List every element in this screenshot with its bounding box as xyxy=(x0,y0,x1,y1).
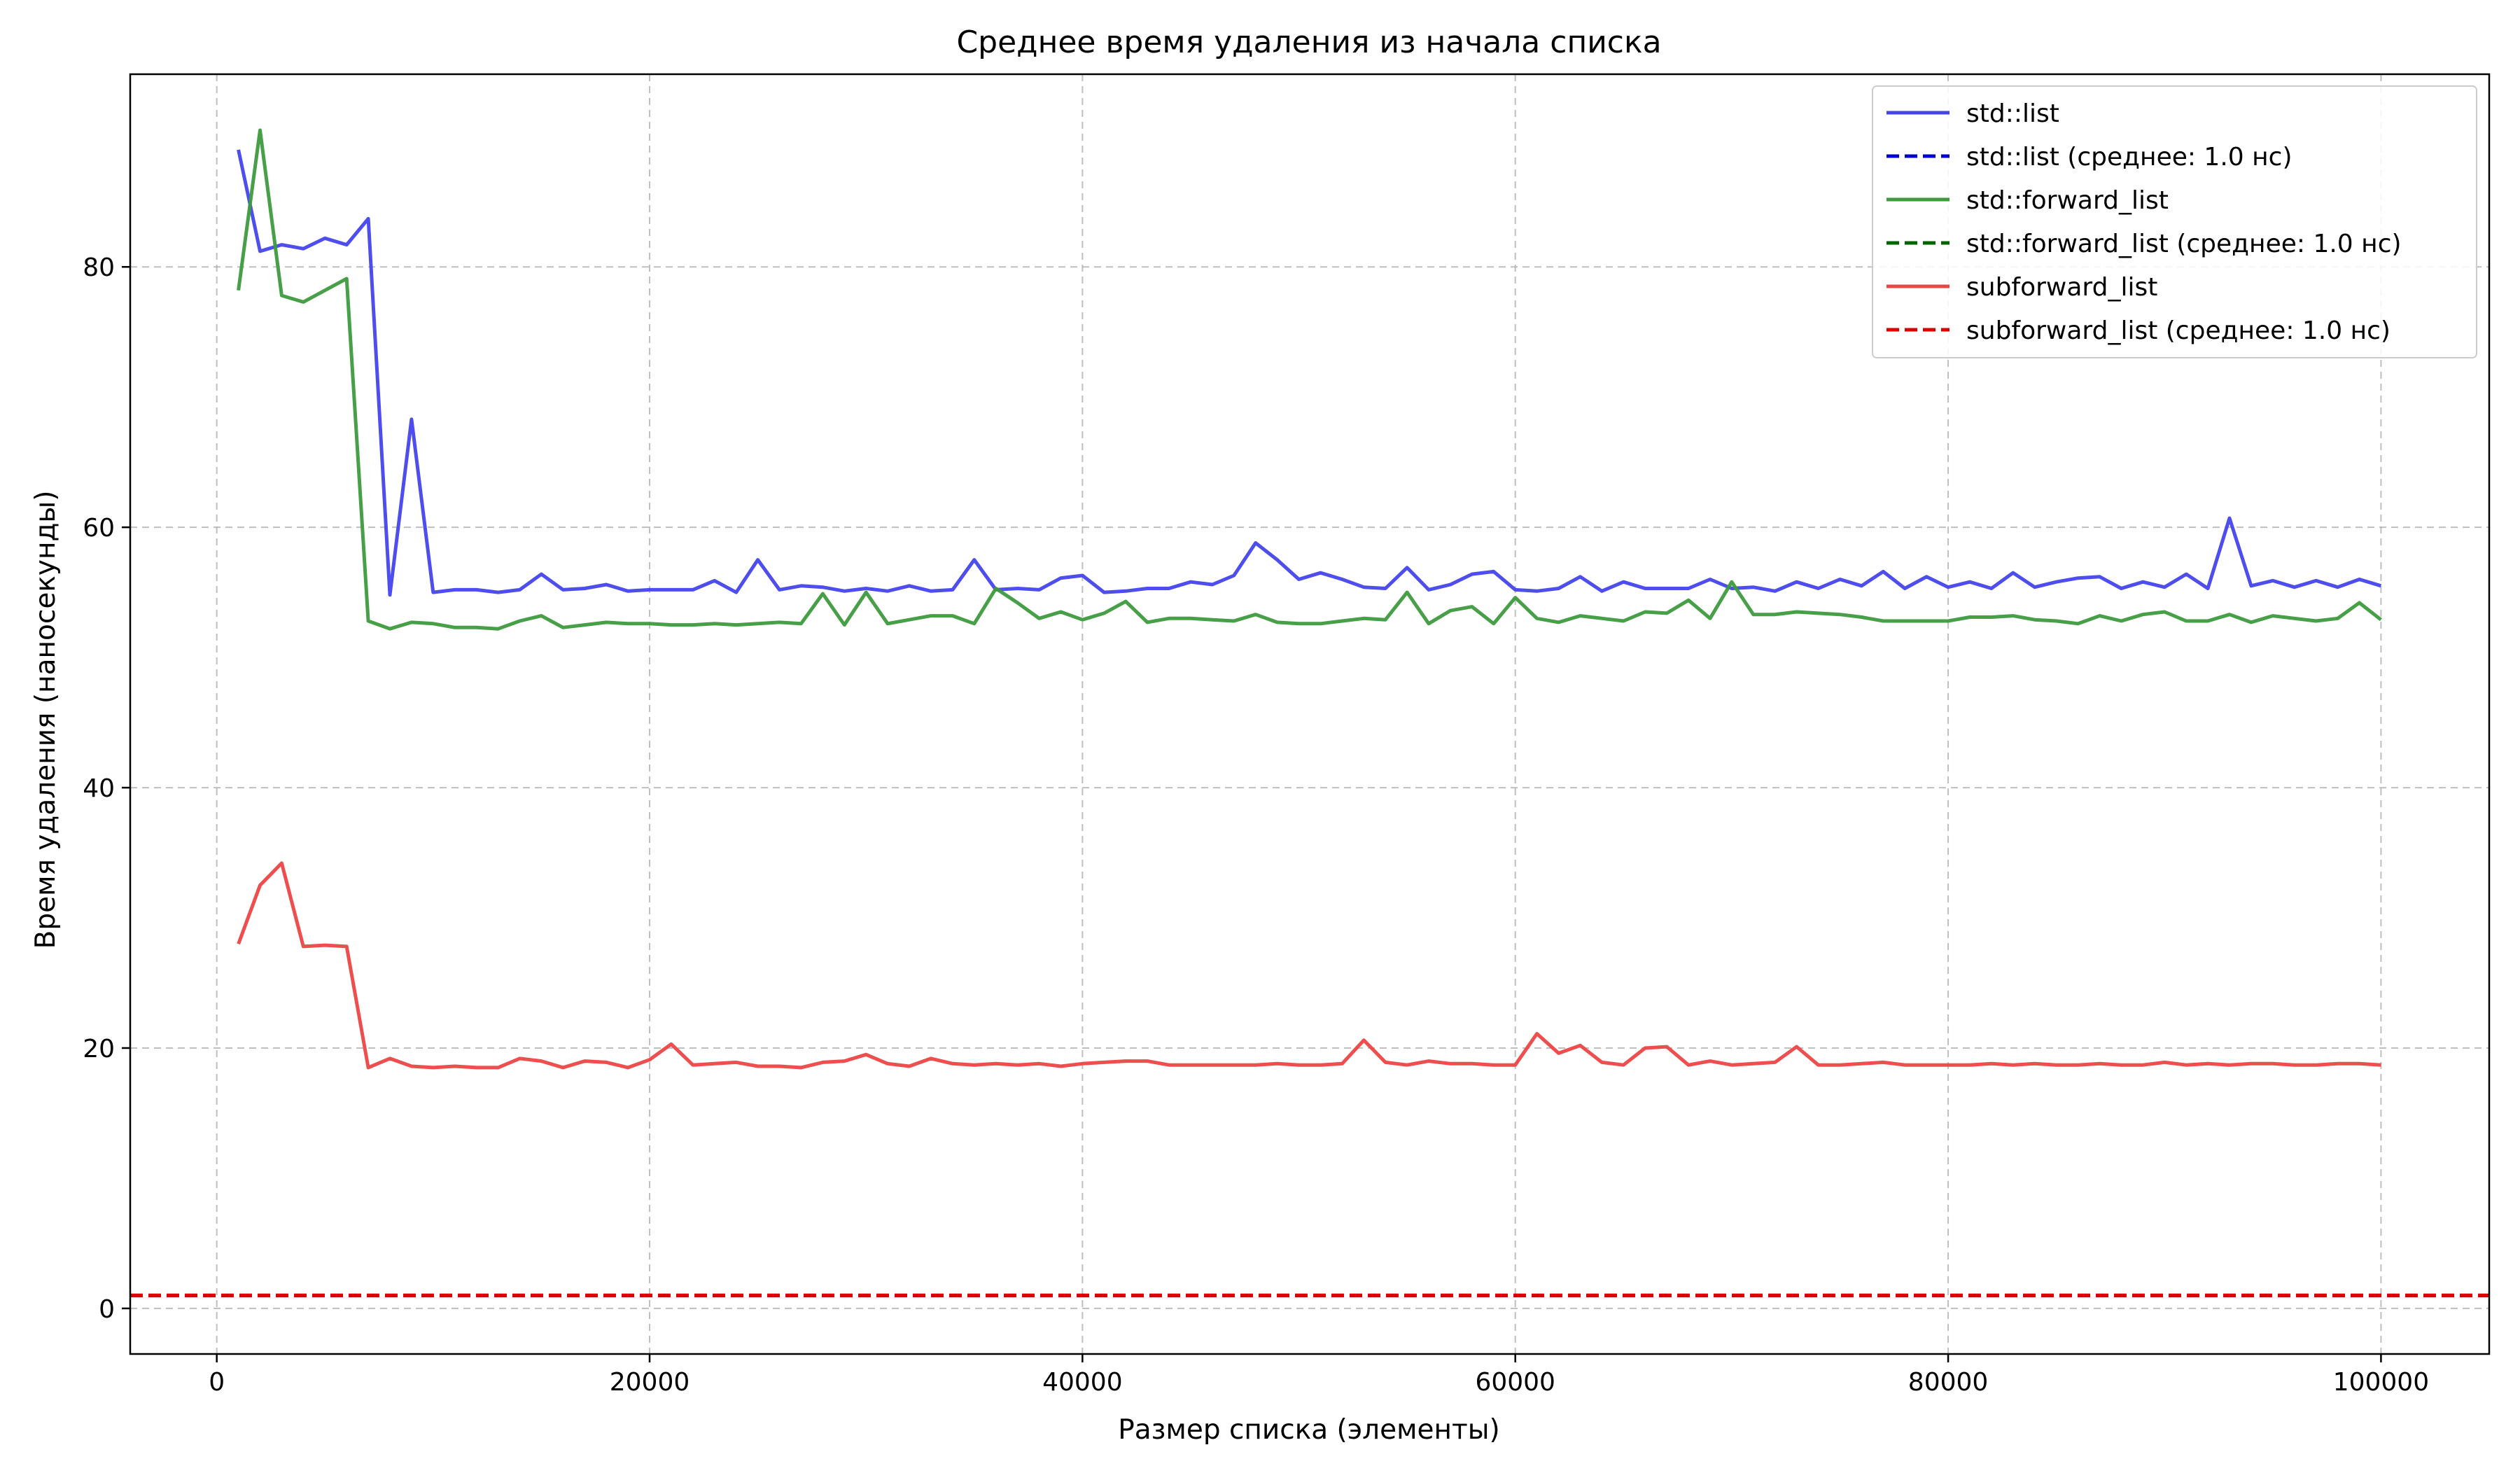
y-tick-label: 20 xyxy=(83,1035,115,1063)
chart-title: Среднее время удаления из начала списка xyxy=(956,25,1661,60)
x-tick-label: 20000 xyxy=(610,1368,690,1397)
series-line-2 xyxy=(237,128,2382,631)
legend-label-4: subforward_list xyxy=(1966,273,2157,302)
y-tick-label: 0 xyxy=(99,1295,115,1324)
y-tick-label: 60 xyxy=(83,514,115,543)
legend-label-0: std::list xyxy=(1966,99,2059,128)
legend-label-2: std::forward_list xyxy=(1966,186,2169,215)
y-tick-label: 40 xyxy=(83,774,115,803)
x-tick-label: 60000 xyxy=(1475,1368,1555,1397)
x-tick-label: 40000 xyxy=(1042,1368,1123,1397)
x-tick-label: 0 xyxy=(209,1368,225,1397)
legend-label-5: subforward_list (среднее: 1.0 нс) xyxy=(1966,316,2390,345)
legend-label-3: std::forward_list (среднее: 1.0 нс) xyxy=(1966,230,2402,258)
legend-box xyxy=(1872,85,2477,358)
y-axis-label: Время удаления (наносекунды) xyxy=(30,491,62,949)
series-line-4 xyxy=(237,861,2381,1070)
x-tick-label: 100000 xyxy=(2333,1368,2429,1397)
x-tick-label: 80000 xyxy=(1908,1368,1989,1397)
legend-label-1: std::list (среднее: 1.0 нс) xyxy=(1966,143,2292,172)
y-tick-label: 80 xyxy=(83,253,115,282)
series-line-0 xyxy=(237,149,2382,597)
plot-layer: 0 20000 40000 60000 80000 100000 0 20 40 60 80 std:… xyxy=(83,73,2491,1397)
axes-frame xyxy=(129,73,2491,1355)
x-axis-label: Размер списка (элементы) xyxy=(1118,1414,1500,1446)
series-group xyxy=(130,128,2489,1297)
